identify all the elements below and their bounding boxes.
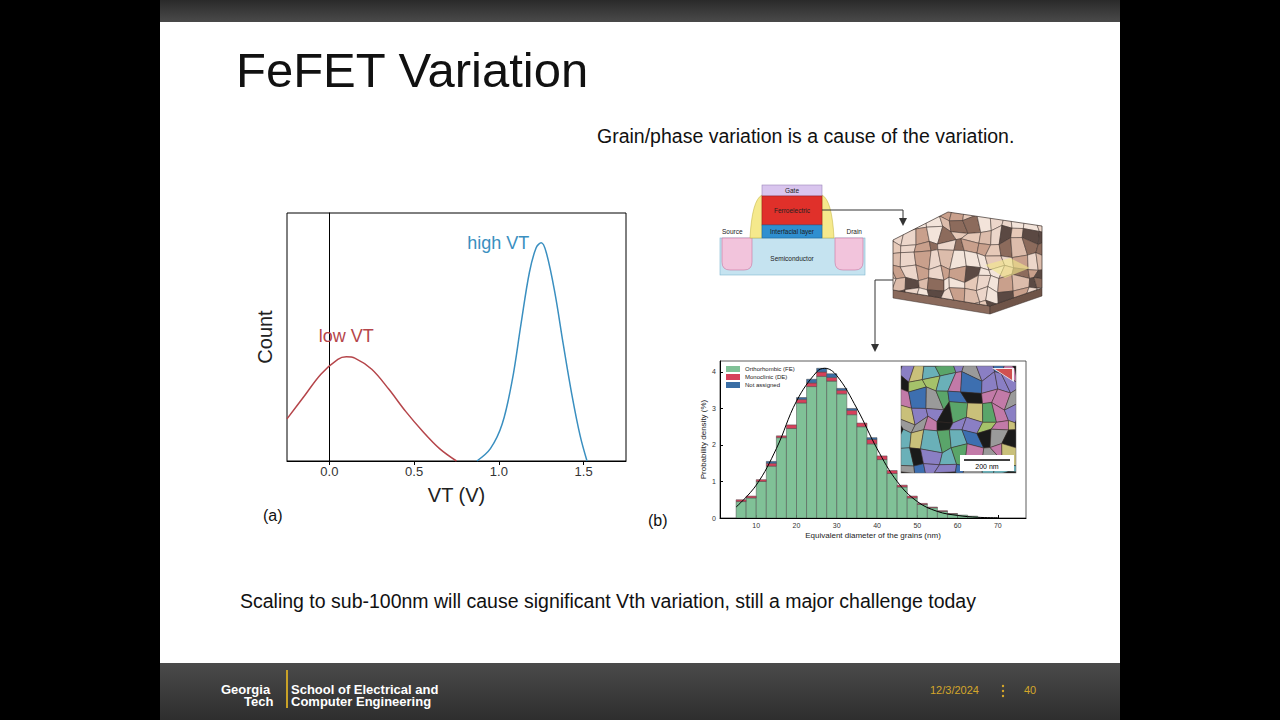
svg-text:Equivalent diameter of the gra: Equivalent diameter of the grains (nm) — [805, 531, 941, 540]
svg-text:30: 30 — [833, 522, 841, 529]
svg-text:Monoclinic (DE): Monoclinic (DE) — [745, 374, 787, 380]
svg-text:0.0: 0.0 — [320, 464, 338, 479]
html-text:Computer Engineering: Computer Engineering — [291, 694, 432, 709]
svg-text:Orthorhombic (FE): Orthorhombic (FE) — [745, 366, 795, 372]
html-text:FeFET Variation: FeFET Variation — [236, 43, 589, 97]
svg-text:10: 10 — [752, 522, 760, 529]
html-text:Grain/phase variation is a cau: Grain/phase variation is a cause of the … — [597, 125, 1015, 147]
svg-text:60: 60 — [954, 522, 962, 529]
html-text:Scaling to sub-100nm will caus: Scaling to sub-100nm will cause signific… — [240, 590, 976, 612]
svg-text:1.5: 1.5 — [575, 464, 593, 479]
html-text:Tech: Tech — [244, 694, 274, 709]
svg-text:low VT: low VT — [319, 326, 374, 346]
svg-text:Probability density (%): Probability density (%) — [699, 399, 708, 479]
html-text:(b): (b) — [648, 512, 668, 529]
svg-text:2: 2 — [712, 441, 716, 448]
html-text:Georgia: Georgia — [221, 682, 271, 697]
svg-text:Semiconductor: Semiconductor — [770, 255, 814, 262]
svg-text:1.0: 1.0 — [490, 464, 508, 479]
html-text:40: 40 — [1024, 684, 1037, 696]
svg-text:1: 1 — [712, 478, 716, 485]
svg-text:3: 3 — [712, 405, 716, 412]
svg-text:high VT: high VT — [467, 233, 529, 253]
html-text:(a): (a) — [263, 507, 283, 524]
svg-text:Ferroelectric: Ferroelectric — [774, 207, 811, 214]
svg-text:40: 40 — [873, 522, 881, 529]
svg-text:0.5: 0.5 — [405, 464, 423, 479]
svg-text:Not assigned: Not assigned — [745, 382, 780, 388]
svg-text:4: 4 — [712, 368, 716, 375]
svg-text:0: 0 — [712, 515, 716, 522]
svg-text:Interfacial layer: Interfacial layer — [770, 228, 815, 236]
svg-text:Source: Source — [722, 228, 743, 235]
svg-text:Drain: Drain — [846, 228, 862, 235]
svg-text:Gate: Gate — [785, 187, 799, 194]
svg-text:Count: Count — [254, 310, 276, 364]
html-text:School of Electrical and: School of Electrical and — [291, 682, 439, 697]
svg-text:70: 70 — [994, 522, 1002, 529]
svg-text:20: 20 — [793, 522, 801, 529]
svg-text:50: 50 — [913, 522, 921, 529]
svg-text:VT (V): VT (V) — [428, 484, 485, 506]
svg-text:200 nm: 200 nm — [975, 463, 999, 470]
html-text:12/3/2024: 12/3/2024 — [930, 684, 979, 696]
